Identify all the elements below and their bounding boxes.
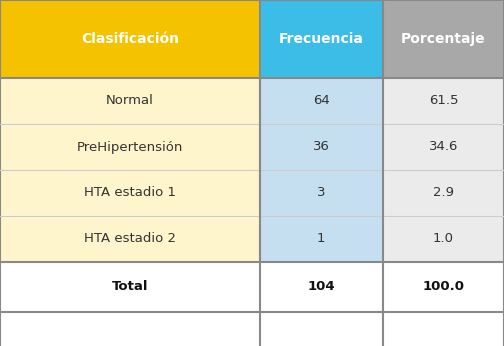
Bar [260, 312, 383, 346]
Bar [0, 262, 260, 312]
Text: 104: 104 [307, 281, 335, 293]
Text: 100.0: 100.0 [422, 281, 465, 293]
Bar [383, 170, 504, 216]
Text: 61.5: 61.5 [429, 94, 458, 108]
Bar [383, 0, 504, 78]
Text: 34.6: 34.6 [429, 140, 458, 154]
Text: 3: 3 [317, 186, 326, 200]
Text: PreHipertensión: PreHipertensión [77, 140, 183, 154]
Text: 36: 36 [313, 140, 330, 154]
Text: Frecuencia: Frecuencia [279, 32, 364, 46]
Text: 1.0: 1.0 [433, 233, 454, 246]
Bar [260, 216, 383, 262]
Bar [0, 170, 260, 216]
Text: HTA estadio 1: HTA estadio 1 [84, 186, 176, 200]
Text: 1: 1 [317, 233, 326, 246]
Text: 64: 64 [313, 94, 330, 108]
Bar [383, 78, 504, 124]
Bar [383, 124, 504, 170]
Bar [0, 0, 260, 78]
Bar [260, 262, 383, 312]
Bar [0, 312, 260, 346]
Bar [383, 262, 504, 312]
Bar [0, 216, 260, 262]
Text: Normal: Normal [106, 94, 154, 108]
Text: Total: Total [111, 281, 148, 293]
Bar [0, 124, 260, 170]
Bar [383, 216, 504, 262]
Text: Porcentaje: Porcentaje [401, 32, 486, 46]
Bar [260, 124, 383, 170]
Bar [260, 0, 383, 78]
Bar [383, 312, 504, 346]
Bar [260, 78, 383, 124]
Text: 2.9: 2.9 [433, 186, 454, 200]
Text: HTA estadio 2: HTA estadio 2 [84, 233, 176, 246]
Text: Clasificación: Clasificación [81, 32, 179, 46]
Bar [0, 78, 260, 124]
Bar [260, 170, 383, 216]
